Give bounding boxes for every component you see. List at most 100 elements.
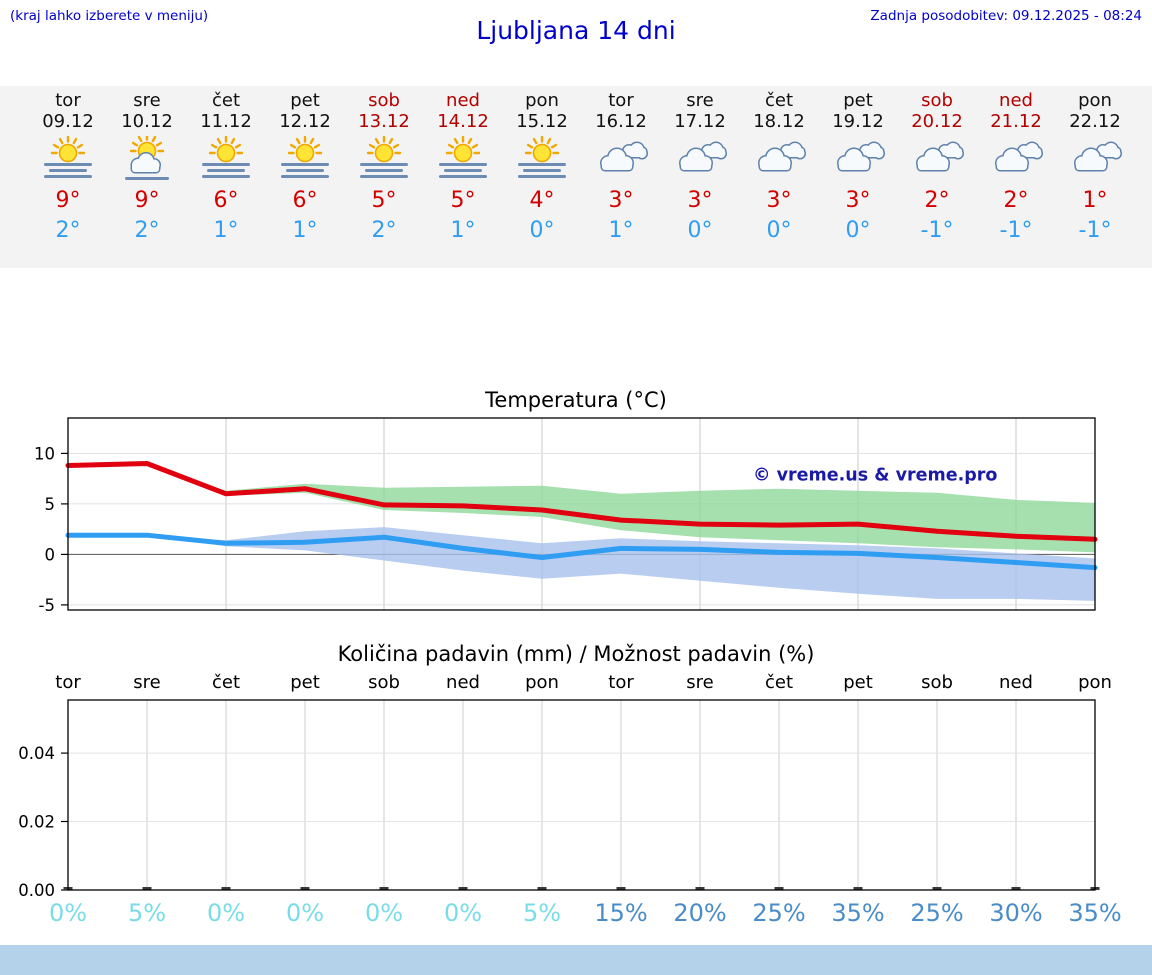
precip-percent-label: 35%: [831, 899, 885, 927]
precip-percent-label: 15%: [594, 899, 648, 927]
forecast-day-column[interactable]: pon 15.12 4° 0°: [503, 90, 581, 244]
day-name: pet: [843, 90, 873, 111]
day-date: 10.12: [121, 111, 173, 132]
high-temp: 9°: [55, 188, 81, 213]
day-name: ned: [446, 90, 480, 111]
day-name: tor: [55, 90, 81, 111]
low-temp: 1°: [608, 218, 634, 243]
forecast-day-column[interactable]: čet 11.12 6° 1°: [187, 90, 265, 244]
precip-percent-label: 0%: [48, 899, 88, 927]
min-temp-range: [68, 527, 1095, 601]
precip-percent-label: 5%: [522, 899, 562, 927]
svg-text:0.00: 0.00: [18, 881, 55, 898]
precip-day-label: ned: [999, 672, 1033, 693]
cloudy-icon: [1067, 136, 1123, 182]
precip-day-labels: tor sre čet pet sob ned pon tor sre čet pet sob ned p…: [0, 672, 1152, 696]
precipitation-chart: 0.00 0.02 0.04: [18, 699, 1100, 898]
precip-percent-label: 20%: [673, 899, 727, 927]
precip-day-label: sre: [686, 672, 714, 693]
high-temp: 9°: [134, 188, 160, 213]
precip-bar: [616, 887, 626, 890]
sun-fog-icon: [435, 136, 491, 182]
forecast-day-column[interactable]: tor 16.12 3° 1°: [582, 90, 660, 244]
forecast-day-column[interactable]: sob 13.12 5° 2°: [345, 90, 423, 244]
precip-day-label: pet: [843, 672, 873, 693]
sun-fog-icon: [198, 136, 254, 182]
precip-percent-label: 25%: [752, 899, 806, 927]
min-temp-line: [65, 532, 1098, 571]
forecast-day-column[interactable]: sre 10.12 9° 2°: [108, 90, 186, 244]
forecast-day-column[interactable]: tor 09.12 9° 2°: [29, 90, 107, 244]
low-temp: 1°: [292, 218, 318, 243]
precip-day-label: sre: [133, 672, 161, 693]
day-date: 09.12: [42, 111, 94, 132]
precip-day-label: čet: [764, 672, 794, 693]
forecast-day-column[interactable]: ned 14.12 5° 1°: [424, 90, 502, 244]
high-temp: 6°: [213, 188, 239, 213]
precip-percent-label: 0%: [285, 899, 325, 927]
last-updated: Zadnja posodobitev: 09.12.2025 - 08:24: [870, 8, 1142, 24]
svg-text:0: 0: [45, 545, 56, 564]
low-temp: 0°: [687, 218, 713, 243]
precip-bar: [932, 887, 942, 890]
cloudy-icon: [909, 136, 965, 182]
precip-day-label: tor: [55, 672, 81, 693]
low-temp: 1°: [213, 218, 239, 243]
cloudy-icon: [830, 136, 886, 182]
low-temp: 0°: [766, 218, 792, 243]
precipitation-chart-title: Količina padavin (mm) / Možnost padavin …: [337, 642, 815, 666]
day-name: sob: [368, 90, 400, 111]
day-date: 20.12: [911, 111, 963, 132]
precip-day-label: sob: [368, 672, 400, 693]
forecast-day-column[interactable]: pet 12.12 6° 1°: [266, 90, 344, 244]
precip-percent-row: 0% 5% 0% 0% 0% 0% 5% 15% 20% 25% 35% 25% 30% 35%: [0, 898, 1152, 932]
day-date: 22.12: [1069, 111, 1121, 132]
low-temp: 2°: [371, 218, 397, 243]
precip-day-label: pet: [290, 672, 320, 693]
precip-day-label: tor: [608, 672, 634, 693]
precip-percent-label: 0%: [206, 899, 246, 927]
precip-percent-label: 25%: [910, 899, 964, 927]
forecast-day-column[interactable]: ned 21.12 2° -1°: [977, 90, 1055, 244]
sun-fog-icon: [40, 136, 96, 182]
high-temp: 1°: [1082, 188, 1108, 213]
precip-percent-label: 30%: [989, 899, 1043, 927]
forecast-day-column[interactable]: čet 18.12 3° 0°: [740, 90, 818, 244]
forecast-day-column[interactable]: sre 17.12 3° 0°: [661, 90, 739, 244]
day-date: 11.12: [200, 111, 252, 132]
high-temp: 3°: [845, 188, 871, 213]
forecast-day-column[interactable]: pet 19.12 3° 0°: [819, 90, 897, 244]
high-temp: 2°: [924, 188, 950, 213]
day-name: tor: [608, 90, 634, 111]
high-temp: 5°: [371, 188, 397, 213]
high-temp: 6°: [292, 188, 318, 213]
day-date: 18.12: [753, 111, 805, 132]
high-temp: 3°: [687, 188, 713, 213]
day-name: sre: [686, 90, 714, 111]
precip-percent-label: 0%: [364, 899, 404, 927]
forecast-strip: tor 09.12 9° 2° sre 10.12 9° 2° čet 11.12 6° 1° p…: [0, 86, 1152, 268]
precip-bar: [853, 887, 863, 890]
day-date: 12.12: [279, 111, 331, 132]
precip-percent-label: 0%: [443, 899, 483, 927]
day-date: 13.12: [358, 111, 410, 132]
high-temp: 3°: [608, 188, 634, 213]
footer-band: [0, 945, 1152, 975]
precip-bar: [142, 887, 152, 890]
forecast-day-column[interactable]: sob 20.12 2° -1°: [898, 90, 976, 244]
low-temp: 2°: [55, 218, 81, 243]
forecast-day-column[interactable]: pon 22.12 1° -1°: [1056, 90, 1134, 244]
precip-bar: [537, 887, 547, 890]
low-temp: 0°: [529, 218, 555, 243]
day-name: ned: [999, 90, 1033, 111]
day-date: 21.12: [990, 111, 1042, 132]
cloudy-icon: [593, 136, 649, 182]
low-temp: -1°: [920, 218, 954, 243]
precip-percent-label: 5%: [127, 899, 167, 927]
precip-bar: [221, 887, 231, 890]
precip-bar: [300, 887, 310, 890]
precip-percent-label: 35%: [1068, 899, 1122, 927]
location-menu-hint: (kraj lahko izberete v meniju): [10, 8, 209, 24]
high-temp: 3°: [766, 188, 792, 213]
